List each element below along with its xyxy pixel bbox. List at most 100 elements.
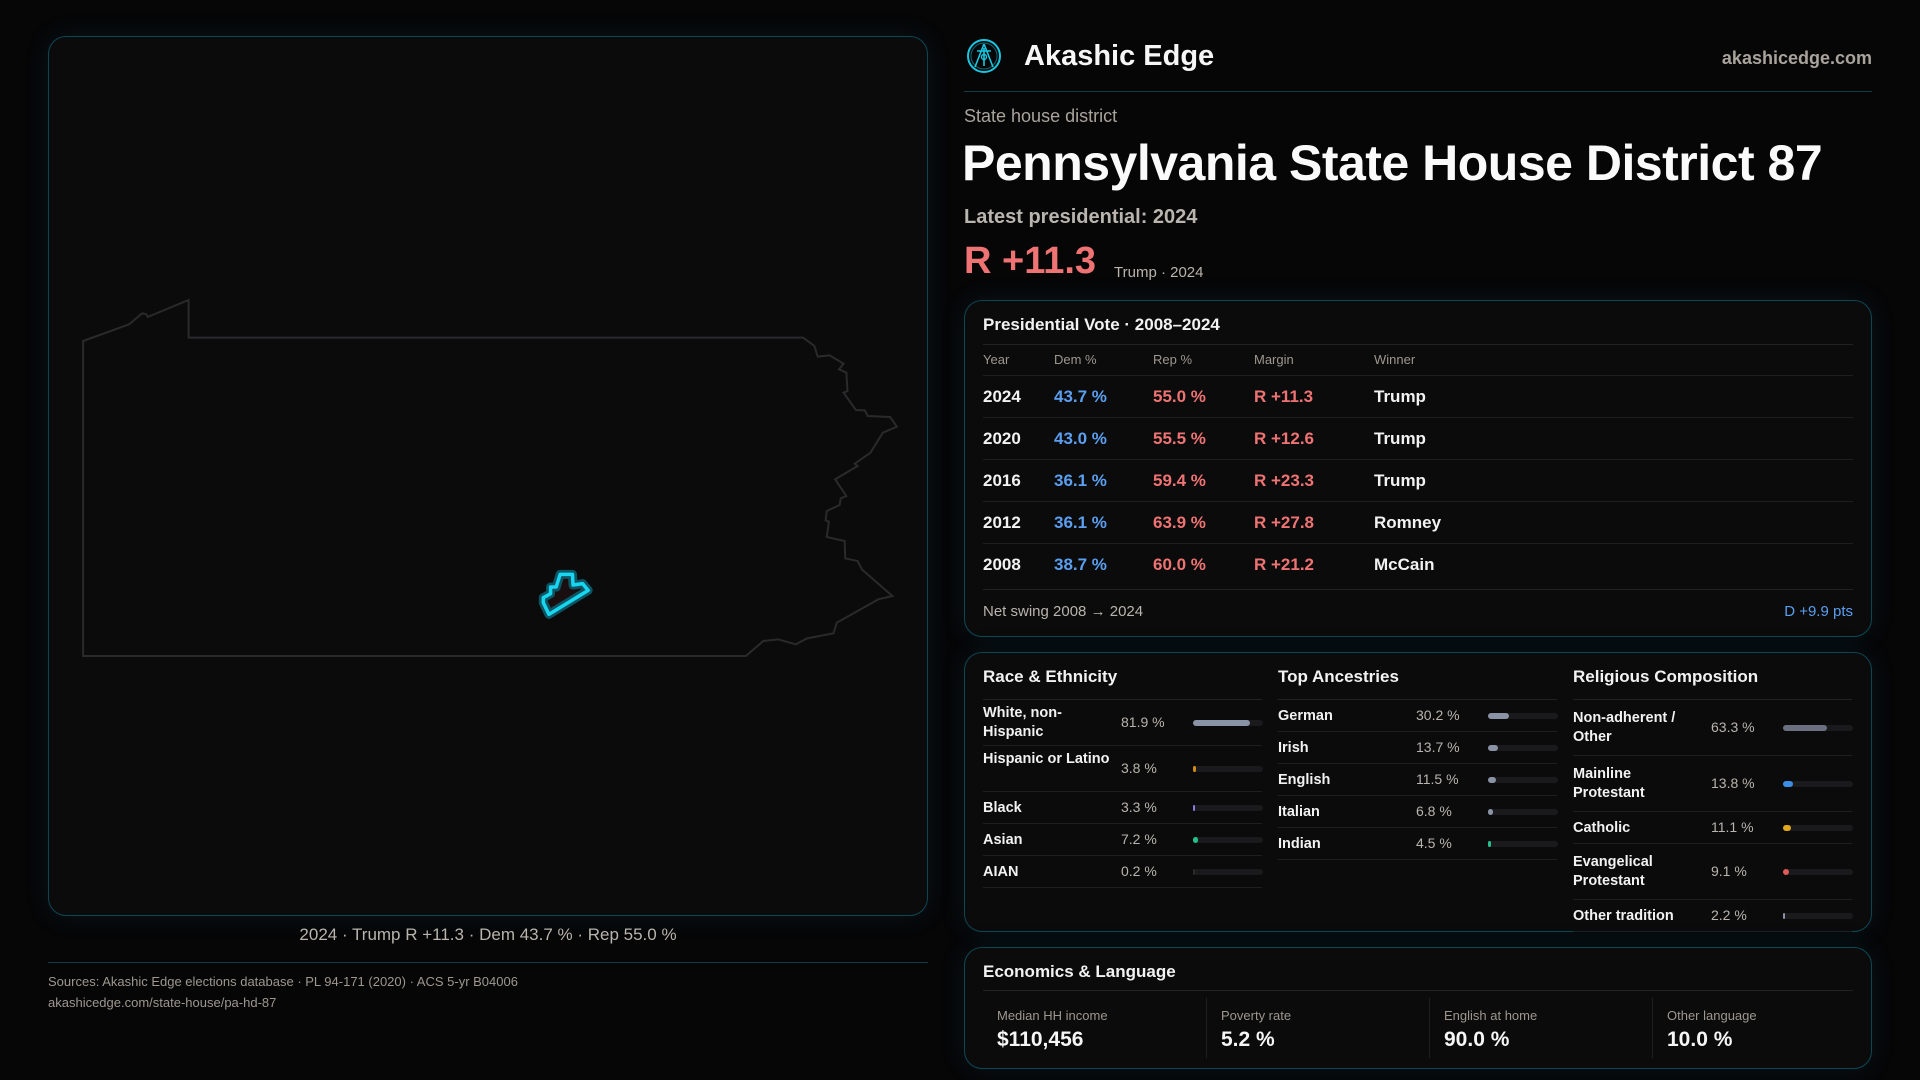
demographic-row: Mainline Protestant 13.8 % [1573, 756, 1853, 812]
demographic-label: Indian [1278, 836, 1321, 852]
demographic-label: Italian [1278, 804, 1320, 820]
demographic-label: German [1278, 708, 1333, 724]
header: Akashic Edge akashicedge.com [964, 36, 1872, 92]
bar-fill [1193, 766, 1196, 772]
column-header: Rep % [1153, 352, 1193, 367]
demographic-label: Hispanic or Latino [983, 751, 1110, 767]
margin-headline: R +11.3 [964, 240, 1097, 282]
demographic-bar [1193, 766, 1263, 772]
demographic-bar [1488, 777, 1558, 783]
table-row: 2020 43.0 % 55.5 % R +12.6 Trump [983, 417, 1853, 459]
demographic-bar [1488, 841, 1558, 847]
cell-margin: R +27.8 [1254, 513, 1315, 532]
cell-winner: Trump [1374, 429, 1426, 448]
latest-presidential: Latest presidential: 2024 [964, 206, 1198, 228]
demographic-label: Other tradition [1573, 908, 1674, 924]
demographic-value: 30.2 % [1416, 707, 1460, 723]
cell-winner: Trump [1374, 471, 1426, 490]
presidential-vote-card: Presidential Vote · 2008–2024 Year Dem % R… [964, 300, 1872, 637]
demographic-column: Race & Ethnicity White, non-Hispanic 81.9 … [983, 653, 1263, 931]
column-header: Year [983, 352, 1010, 367]
bar-fill [1488, 713, 1510, 719]
demographic-label: Mainline Protestant [1573, 766, 1645, 801]
demographic-row: English 11.5 % [1278, 764, 1558, 796]
cell-rep: 59.4 % [1153, 471, 1206, 490]
demographic-row: German 30.2 % [1278, 700, 1558, 732]
bar-fill [1488, 777, 1497, 783]
map-caption: 2024 · Trump R +11.3 · Dem 43.7 % · Rep … [299, 925, 677, 944]
cell-year: 2020 [983, 429, 1021, 448]
cell-rep: 55.0 % [1153, 387, 1206, 406]
demographic-bar [1193, 837, 1263, 843]
demographic-value: 7.2 % [1121, 831, 1157, 847]
cell-winner: Romney [1374, 513, 1442, 532]
cell-year: 2024 [983, 387, 1021, 406]
column-header: Dem % [1054, 352, 1097, 367]
demographic-value: 11.5 % [1416, 771, 1459, 787]
demographics-card: Race & Ethnicity White, non-Hispanic 81.9 … [964, 652, 1872, 932]
demographic-value: 3.8 % [1121, 760, 1157, 776]
demographic-row: Non-adherent / Other 63.3 % [1573, 700, 1853, 756]
column-header: Winner [1374, 352, 1416, 367]
demographic-bar [1488, 713, 1558, 719]
economics-value: 5.2 % [1221, 1028, 1275, 1051]
district-outline [543, 574, 588, 614]
cell-dem: 38.7 % [1054, 555, 1107, 574]
economics-label: English at home [1444, 1008, 1538, 1023]
bar-fill [1783, 781, 1793, 787]
demographic-bar [1783, 913, 1853, 919]
demographic-label: English [1278, 772, 1331, 788]
demographic-bar [1193, 869, 1263, 875]
bar-fill [1193, 720, 1251, 726]
demographic-value: 4.5 % [1416, 835, 1452, 851]
demographic-label: Catholic [1573, 820, 1631, 836]
demographic-bar [1193, 720, 1263, 726]
cell-winner: McCain [1374, 555, 1435, 574]
cell-margin: R +12.6 [1254, 429, 1315, 448]
bar-fill [1193, 837, 1199, 843]
bar-fill [1783, 825, 1791, 831]
net-swing-label: Net swing 2008 → 2024 [983, 603, 1144, 620]
economics-cell: Other language 10.0 % [1652, 998, 1874, 1058]
economics-card: Economics & Language Median HH income $11… [964, 947, 1872, 1069]
column-title: Top Ancestries [1278, 667, 1399, 686]
map-panel [48, 36, 928, 916]
demographic-column: Religious Composition Non-adherent / Othe… [1573, 653, 1853, 932]
demographic-value: 11.1 % [1711, 819, 1754, 835]
page-title: Pennsylvania State House District 87 [962, 135, 1823, 191]
site-link[interactable]: akashicedge.com [1721, 48, 1872, 68]
demographic-bar [1488, 809, 1558, 815]
column-title: Race & Ethnicity [983, 667, 1118, 686]
demographic-label: White, non-Hispanic [983, 705, 1062, 740]
net-swing-value: D +9.9 pts [1784, 603, 1853, 620]
cell-rep: 63.9 % [1153, 513, 1206, 532]
demographic-value: 9.1 % [1711, 863, 1747, 879]
district-kind: State house district [964, 106, 1118, 126]
compass-key-emblem-icon [967, 39, 1001, 73]
economics-cell: Median HH income $110,456 [983, 998, 1205, 1058]
economics-label: Median HH income [997, 1008, 1108, 1023]
cell-dem: 36.1 % [1054, 513, 1107, 532]
cell-rep: 55.5 % [1153, 429, 1206, 448]
demographic-value: 13.7 % [1416, 739, 1460, 755]
demographic-value: 13.8 % [1711, 775, 1755, 791]
bar-fill [1783, 869, 1790, 875]
divider [983, 344, 1853, 345]
brand-name: Akashic Edge [1024, 40, 1215, 72]
demographic-label: Evangelical Protestant [1573, 854, 1653, 889]
demographic-row: Hispanic or Latino 3.8 % [983, 746, 1263, 792]
demographic-label: Non-adherent / Other [1573, 710, 1676, 745]
table-row: 2016 36.1 % 59.4 % R +23.3 Trump [983, 459, 1853, 501]
economics-label: Poverty rate [1221, 1008, 1292, 1023]
demographic-row: Indian 4.5 % [1278, 828, 1558, 860]
demographic-label: Black [983, 800, 1022, 816]
page-url[interactable]: akashicedge.com/state-house/pa-hd-87 [48, 995, 277, 1010]
card-title: Economics & Language [983, 962, 1176, 981]
demographic-bar [1783, 781, 1853, 787]
demographic-bar [1488, 745, 1558, 751]
bar-fill [1783, 725, 1828, 731]
divider [983, 990, 1853, 991]
economics-value: 10.0 % [1667, 1028, 1733, 1051]
cell-margin: R +23.3 [1254, 471, 1315, 490]
economics-cell: English at home 90.0 % [1429, 998, 1651, 1058]
